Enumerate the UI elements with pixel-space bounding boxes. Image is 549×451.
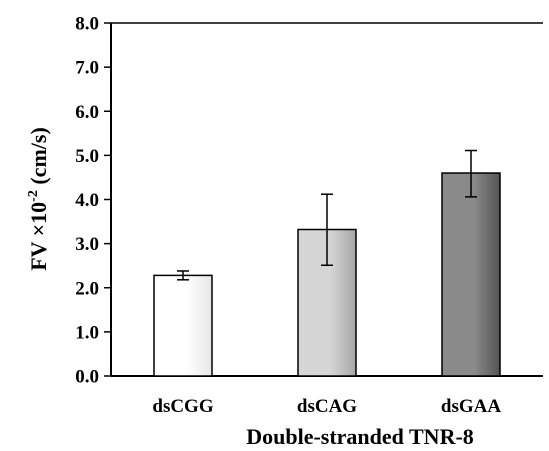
y-tick-label: 3.0 [75,234,99,255]
error-bar-dsCGG [177,270,189,281]
error-bar-dsCAG [321,193,333,266]
bars [153,149,501,377]
y-axis-title: FV ×10-2 (cm/s) [26,127,51,271]
x-axis-title: Double-stranded TNR-8 [246,424,474,449]
y-axis-title-main: FV ×10 [26,202,51,271]
y-axis-title-unit: (cm/s) [26,127,51,190]
bar-dsCGG [153,274,213,377]
x-tick-label: dsCAG [297,396,357,417]
y-tick-label: 6.0 [75,102,99,123]
y-axis-title-superscript: -2 [26,190,41,202]
x-tick-label: dsGAA [441,396,501,417]
y-tick-label: 1.0 [75,322,99,343]
y-tick-label: 2.0 [75,278,99,299]
y-tick-label: 5.0 [75,146,99,167]
y-tick-label: 0.0 [75,367,99,388]
bar-dsGAA [441,172,501,377]
y-tick-label: 8.0 [75,14,99,35]
y-tick-label: 4.0 [75,190,99,211]
x-axis-ticks: dsCGG dsCAG dsGAA [152,396,501,417]
y-tick-label: 7.0 [75,58,99,79]
y-axis-ticks: 0.0 1.0 2.0 3.0 4.0 5.0 6.0 7.0 8.0 [75,14,111,388]
x-tick-label: dsCGG [152,396,213,417]
error-bar-dsGAA [465,149,477,198]
